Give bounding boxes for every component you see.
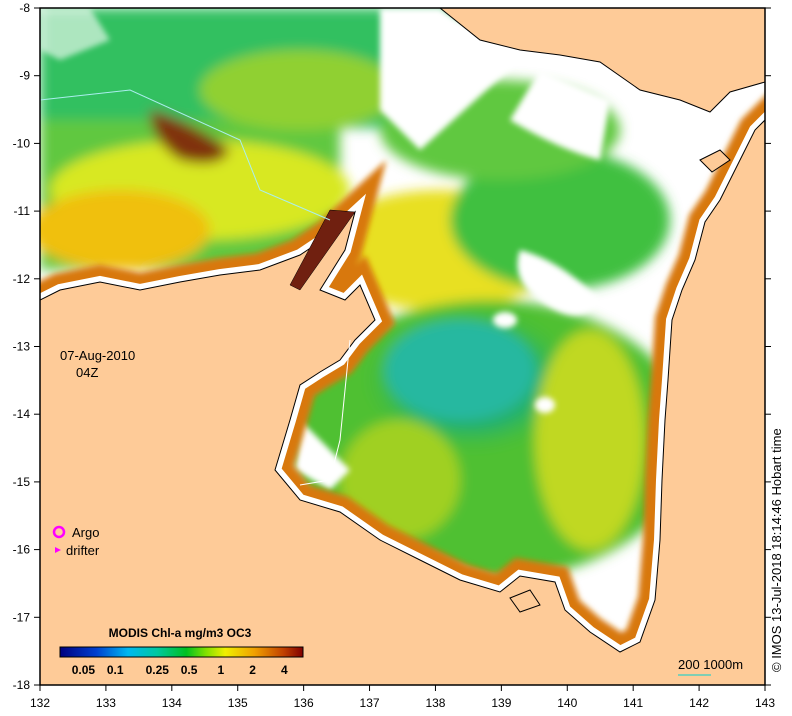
lat-tick-label: -15 — [13, 475, 31, 489]
colorbar-tick-label: 1 — [217, 663, 224, 677]
zone-boundary — [40, 89, 331, 221]
lon-tick-label: 140 — [557, 696, 577, 710]
colorbar-tick-label: 0.5 — [181, 663, 198, 677]
lon-tick-label: 138 — [425, 696, 445, 710]
lat-tick-label: -17 — [13, 610, 31, 624]
lon-tick-label: 137 — [360, 696, 380, 710]
island — [699, 149, 731, 173]
lon-tick-label: 142 — [689, 696, 709, 710]
drifter-legend-label: drifter — [66, 543, 100, 558]
credit-text: © IMOS 13-Jul-2018 18:14:46 Hobart time — [769, 428, 784, 672]
lat-tick-label: -18 — [13, 678, 31, 692]
lon-tick-label: 133 — [96, 696, 116, 710]
argo-legend-label: Argo — [72, 525, 99, 540]
colorbar — [59, 646, 304, 658]
drifter-marker-icon — [55, 547, 61, 553]
lat-tick-label: -13 — [13, 340, 31, 354]
lat-tick-label: -16 — [13, 543, 31, 557]
zone-boundary — [299, 339, 351, 486]
lon-tick-label: 141 — [623, 696, 643, 710]
colorbar-tick-label: 0.1 — [107, 663, 124, 677]
colorbar-labels: 0.05 0.1 0.25 0.5 1 2 4 — [72, 663, 288, 677]
lon-tick-label: 136 — [294, 696, 314, 710]
lat-tick-label: -8 — [19, 1, 30, 15]
depth-contour-label: 200 1000m — [678, 657, 743, 672]
colorbar-tick-label: 2 — [249, 663, 256, 677]
new-guinea-landmass — [439, 8, 765, 113]
lon-tick-label: 132 — [30, 696, 50, 710]
lat-tick-label: -14 — [13, 407, 31, 421]
lat-tick-label: -10 — [13, 136, 31, 150]
lat-tick-label: -9 — [19, 69, 30, 83]
axis-ticks: 132 133 134 135 136 137 138 139 140 141 142 143-8-9… — [13, 1, 776, 710]
argo-marker-icon — [52, 525, 66, 539]
lon-tick-label: 139 — [491, 696, 511, 710]
island — [289, 209, 356, 291]
lon-tick-label: 134 — [162, 696, 182, 710]
date-label: 07-Aug-2010 — [60, 348, 135, 363]
colorbar-title: MODIS Chl-a mg/m3 OC3 — [109, 626, 252, 640]
lat-tick-label: -11 — [14, 204, 31, 218]
lon-tick-label: 135 — [228, 696, 248, 710]
colorbar-tick-label: 0.25 — [146, 663, 170, 677]
lon-tick-label: 143 — [755, 696, 775, 710]
colorbar-tick-label: 4 — [281, 663, 288, 677]
island — [509, 589, 541, 613]
colorbar-tick-label: 0.05 — [72, 663, 96, 677]
time-label: 04Z — [76, 365, 98, 380]
lat-tick-label: -12 — [13, 272, 31, 286]
